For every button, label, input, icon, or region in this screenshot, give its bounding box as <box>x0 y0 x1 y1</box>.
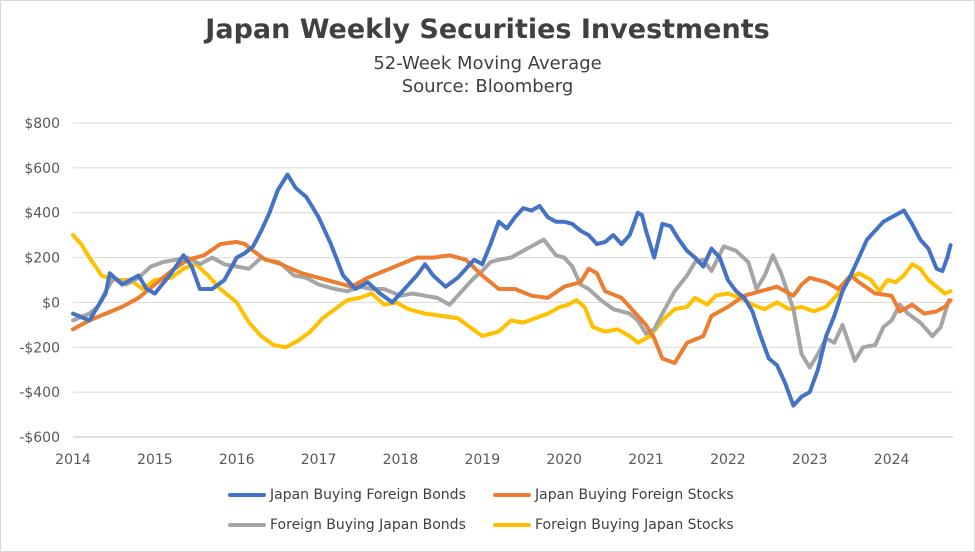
y-tick-label: -$600 <box>19 430 60 446</box>
x-axis-tick-labels: 2014 2015 2016 2017 2018 2019 2020 2021 2022 2023… <box>55 452 909 468</box>
y-tick-label: -$400 <box>19 385 60 401</box>
legend-label: Foreign Buying Japan Bonds <box>270 517 466 533</box>
y-tick-label: $200 <box>24 251 60 267</box>
legend-swatch-blue <box>228 493 266 497</box>
x-tick-label: 2014 <box>55 452 91 468</box>
legend-entry-japan-buying-foreign-bonds: Japan Buying Foreign Bonds <box>228 487 466 503</box>
subtitle-line-2: Source: Bloomberg <box>401 76 574 97</box>
x-tick-label: 2022 <box>710 452 746 468</box>
x-tick-label: 2023 <box>792 452 828 468</box>
x-tick-label: 2021 <box>628 452 664 468</box>
legend-label: Foreign Buying Japan Stocks <box>535 517 734 533</box>
x-tick-label: 2015 <box>137 452 173 468</box>
legend-entry-foreign-buying-japan-stocks: Foreign Buying Japan Stocks <box>493 517 734 533</box>
chart-subtitle: 52-Week Moving Average Source: Bloomberg <box>0 52 975 98</box>
x-tick-label: 2019 <box>464 452 500 468</box>
y-tick-label: $0 <box>42 295 60 311</box>
series-line-foreign-buying-japan-stocks <box>71 233 953 350</box>
x-tick-label: 2020 <box>546 452 582 468</box>
legend-entry-japan-buying-foreign-stocks: Japan Buying Foreign Stocks <box>493 487 734 503</box>
x-tick-label: 2016 <box>219 452 255 468</box>
x-tick-label: 2018 <box>383 452 419 468</box>
series-lines <box>71 172 953 408</box>
y-tick-label: $800 <box>24 116 60 132</box>
series-line-japan-buying-foreign-bonds <box>71 172 953 408</box>
x-tick-label: 2017 <box>301 452 337 468</box>
legend-label: Japan Buying Foreign Stocks <box>535 487 734 503</box>
subtitle-line-1: 52-Week Moving Average <box>373 53 602 74</box>
legend-swatch-orange <box>493 493 531 497</box>
series-line-foreign-buying-japan-bonds <box>71 237 951 370</box>
y-tick-label: $400 <box>24 206 60 222</box>
series-line-japan-buying-foreign-stocks <box>71 239 953 365</box>
y-axis-tick-labels: $800 $600 $400 $200 $0 -$200 -$400 -$600 <box>19 116 60 446</box>
legend-swatch-yellow <box>493 523 531 527</box>
y-tick-label: $600 <box>24 161 60 177</box>
y-tick-label: -$200 <box>19 340 60 356</box>
x-tick-label: 2024 <box>874 452 910 468</box>
chart-legend: Japan Buying Foreign Bonds Japan Buying … <box>0 484 975 544</box>
legend-entry-foreign-buying-japan-bonds: Foreign Buying Japan Bonds <box>228 517 466 533</box>
legend-label: Japan Buying Foreign Bonds <box>270 487 466 503</box>
legend-swatch-gray <box>228 523 266 527</box>
chart-title: Japan Weekly Securities Investments <box>205 14 770 45</box>
